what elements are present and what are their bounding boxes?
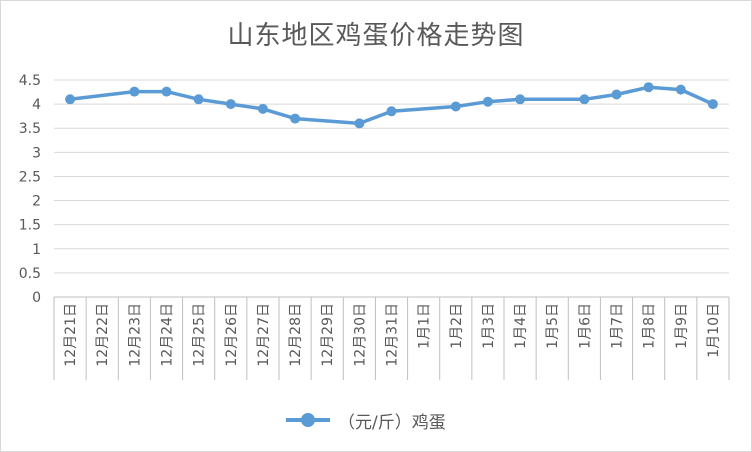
chart-title: 山东地区鸡蛋价格走势图: [227, 21, 525, 51]
data-point: [515, 94, 526, 105]
y-tick-label: 3.5: [19, 121, 41, 137]
x-tick-label: 12月24日: [160, 303, 176, 367]
line-chart: 0 0.5 1 1.5 2 2.5 3 3.5 4 4.5 12月21日 12月22日 12月23日 12…: [19, 73, 730, 380]
legend-dot-marker: [301, 413, 315, 427]
y-tick-label: 1.5: [19, 218, 41, 234]
x-tick-label: 1月10日: [706, 303, 722, 358]
x-tick-label: 1月6日: [577, 303, 593, 349]
x-tick-label: 12月22日: [95, 303, 111, 367]
legend-swatch: [286, 412, 330, 428]
x-tick-label: 12月26日: [224, 303, 240, 367]
data-point: [65, 94, 76, 105]
data-point: [354, 118, 365, 129]
x-tick-label: 12月31日: [385, 303, 401, 367]
x-tick-label: 1月2日: [449, 303, 465, 349]
y-tick-label: 0.5: [19, 266, 41, 282]
x-tick-label: 1月1日: [417, 303, 433, 349]
x-tick-label: 12月25日: [192, 303, 208, 367]
y-tick-label: 3: [32, 145, 41, 161]
x-tick-label: 12月23日: [127, 303, 143, 367]
data-point: [290, 113, 301, 124]
data-point: [482, 96, 493, 107]
y-tick-label: 2: [32, 194, 41, 210]
x-tick-label: 1月5日: [545, 303, 561, 349]
y-tick-label: 0: [32, 290, 41, 306]
data-point: [129, 86, 140, 97]
legend-label: （元/斤）鸡蛋: [338, 412, 446, 433]
y-tick-label: 2.5: [19, 169, 41, 185]
data-point: [707, 99, 718, 110]
x-tick-label: 1月9日: [674, 303, 690, 349]
x-tick-label: 12月28日: [288, 303, 304, 367]
data-point: [450, 101, 461, 112]
x-tick-label: 12月30日: [352, 303, 368, 367]
data-point: [386, 106, 397, 117]
x-tick-label: 12月29日: [320, 303, 336, 367]
legend: （元/斤）鸡蛋: [286, 407, 446, 433]
data-point: [257, 103, 268, 114]
y-tick-label: 1: [32, 242, 41, 258]
data-point: [579, 94, 590, 105]
data-point: [643, 82, 654, 93]
y-tick-label: 4: [32, 97, 41, 113]
x-tick-label: 1月8日: [642, 303, 658, 349]
x-tick-label: 1月3日: [481, 303, 497, 349]
x-tick-label: 12月21日: [63, 303, 79, 367]
x-tick-label: 1月4日: [513, 303, 529, 349]
data-point: [161, 86, 172, 97]
data-point: [675, 84, 686, 95]
data-point: [225, 99, 236, 110]
x-tick-label: 12月27日: [256, 303, 272, 367]
x-tick-label: 1月7日: [610, 303, 626, 349]
data-point: [193, 94, 204, 105]
y-tick-label: 4.5: [19, 73, 41, 89]
data-point: [611, 89, 622, 100]
